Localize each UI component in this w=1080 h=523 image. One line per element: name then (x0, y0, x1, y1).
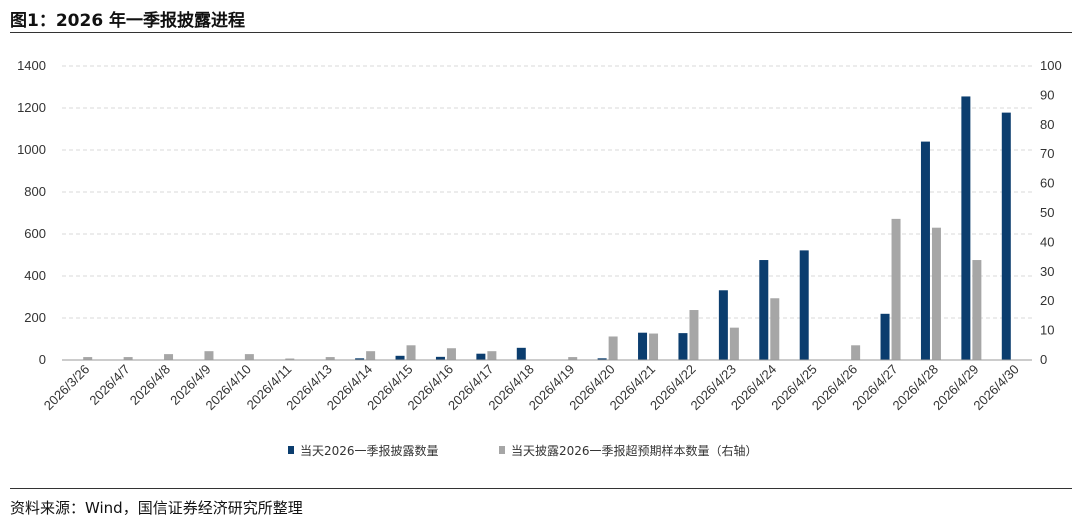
bar-series2 (931, 227, 941, 360)
source-note: 资料来源：Wind，国信证券经济研究所整理 (10, 499, 303, 517)
y-left-tick-label: 600 (24, 226, 46, 241)
y-right-tick-label: 20 (1040, 293, 1054, 308)
legend-swatch-series2 (499, 446, 505, 454)
y-left-tick-label: 800 (24, 184, 46, 199)
grid-lines (62, 65, 1032, 319)
axes: 0 200 400 600 800 1000 1200 1400 0 10 20 30 40 50 60 70… (17, 58, 1062, 413)
bar-series2 (649, 333, 659, 360)
bar-series2 (446, 348, 456, 360)
bar-series2 (406, 345, 416, 360)
bars (83, 96, 1011, 361)
bar-series2 (83, 357, 93, 360)
bar-series1 (476, 353, 486, 360)
bar-series1 (759, 260, 769, 360)
x-tick-label: 2026/3/26 (41, 362, 93, 414)
legend-swatch-series1 (288, 446, 294, 454)
bar-series1 (355, 358, 365, 360)
bar-series2 (770, 298, 780, 360)
bar-series2 (123, 357, 133, 360)
bar-series1 (435, 356, 445, 360)
bar-series2 (285, 358, 295, 360)
bar-series2 (366, 351, 376, 360)
bar-series2 (164, 354, 174, 360)
bar-series2 (608, 336, 618, 360)
y-left-tick-label: 400 (24, 268, 46, 283)
bar-series2 (729, 327, 739, 360)
legend-label-series2: 当天披露2026一季报超预期样本数量（右轴） (511, 443, 758, 458)
source-divider (10, 488, 1072, 489)
title-divider (10, 32, 1072, 33)
bar-series1 (597, 358, 607, 360)
bar-series2 (851, 345, 861, 360)
bar-series1 (718, 290, 728, 360)
bar-chart: 0 200 400 600 800 1000 1200 1400 0 10 20 30 40 50 60 70… (17, 58, 1062, 458)
bar-series1 (678, 333, 688, 360)
y-right-tick-label: 90 (1040, 87, 1054, 102)
bar-series1 (920, 141, 930, 360)
bar-series1 (880, 313, 890, 360)
bar-series1 (395, 355, 405, 360)
y-right-tick-label: 80 (1040, 117, 1054, 132)
y-left-tick-label: 1200 (17, 100, 46, 115)
bar-series1 (799, 250, 809, 360)
y-right-tick-label: 70 (1040, 146, 1054, 161)
bar-series2 (891, 218, 901, 360)
chart-title: 图1：2026 年一季报披露进程 (10, 11, 246, 31)
y-left-tick-label: 200 (24, 310, 46, 325)
x-tick-label: 2026/4/7 (86, 362, 132, 408)
legend: 当天2026一季报披露数量 当天披露2026一季报超预期样本数量（右轴） (288, 443, 758, 458)
bar-series2 (487, 351, 497, 360)
y-right-tick-label: 60 (1040, 176, 1054, 191)
y-right-tick-label: 100 (1040, 58, 1062, 73)
bar-series2 (972, 260, 982, 360)
bar-series1 (1001, 112, 1011, 361)
y-right-tick-label: 40 (1040, 234, 1054, 249)
y-right-tick-label: 0 (1040, 352, 1047, 367)
bar-series1 (516, 347, 526, 360)
x-tick-label: 2026/4/8 (127, 362, 173, 408)
legend-label-series1: 当天2026一季报披露数量 (300, 443, 439, 458)
bar-series1 (638, 332, 648, 360)
y-left-tick-label: 0 (39, 352, 46, 367)
bar-series2 (204, 351, 214, 360)
y-right-tick-label: 10 (1040, 323, 1054, 338)
y-left-tick-label: 1400 (17, 58, 46, 73)
bar-series2 (325, 357, 335, 360)
y-right-tick-label: 50 (1040, 205, 1054, 220)
bar-series1 (961, 96, 971, 360)
y-left-tick-label: 1000 (17, 142, 46, 157)
bar-series2 (244, 354, 254, 360)
bar-series2 (568, 357, 578, 360)
y-right-tick-label: 30 (1040, 264, 1054, 279)
bar-series2 (689, 310, 699, 360)
